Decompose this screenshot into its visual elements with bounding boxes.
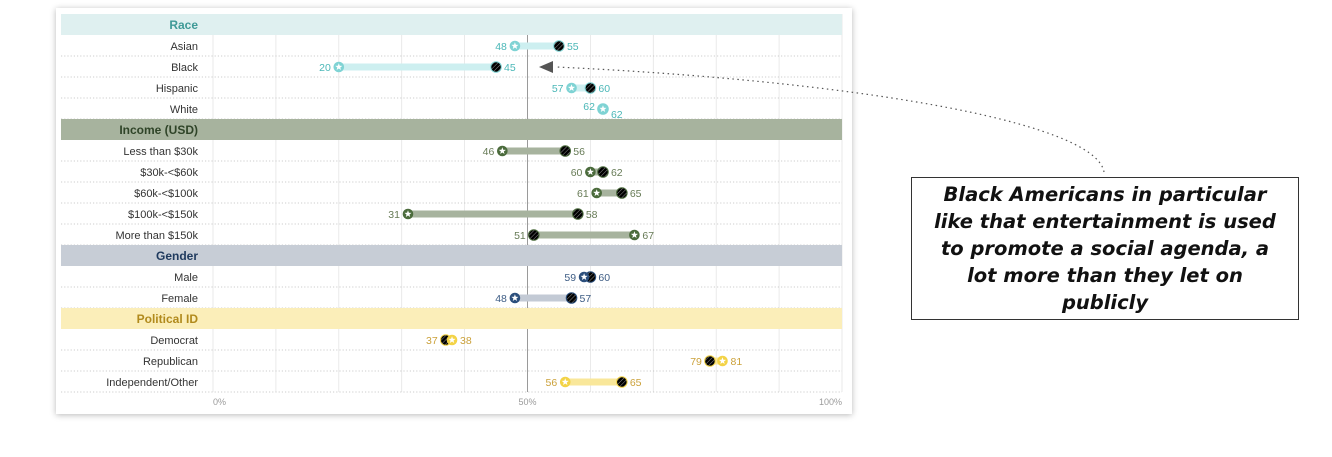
- group-header-band: [61, 245, 842, 266]
- row-label: Black: [171, 62, 198, 74]
- row-label: Hispanic: [156, 83, 199, 95]
- value-label-low: 31: [388, 209, 400, 221]
- x-tick-label: 100%: [819, 397, 842, 407]
- hatched-dot: [490, 61, 502, 73]
- star-glyph: [498, 147, 506, 154]
- star-glyph: [511, 294, 519, 301]
- value-label-high: 55: [567, 41, 579, 53]
- row-label: $100k-<$150k: [128, 209, 199, 221]
- star-glyph: [511, 42, 519, 49]
- value-label-low: 48: [495, 293, 507, 305]
- hatched-dot: [565, 292, 578, 304]
- row-label: Female: [161, 293, 198, 305]
- value-label-high: 60: [598, 272, 610, 284]
- callout-text: Black Americans in particular like that …: [934, 183, 1276, 314]
- star-glyph: [580, 273, 588, 280]
- value-label-low: 62: [583, 101, 595, 113]
- group-header-label: Political ID: [137, 312, 199, 326]
- group-header-label: Gender: [156, 249, 198, 263]
- value-label-high: 67: [642, 230, 654, 242]
- hatched-dot: [527, 229, 540, 241]
- group-header-label: Income (USD): [119, 123, 198, 137]
- group-header-label: Race: [169, 18, 198, 32]
- row-label: Male: [174, 272, 198, 284]
- value-label-high: 62: [611, 167, 623, 179]
- value-label-low: 59: [564, 272, 576, 284]
- row-label: $30k-<$60k: [140, 167, 198, 179]
- value-label-high: 60: [598, 83, 610, 95]
- value-label-low: 46: [483, 146, 495, 158]
- row-label: More than $150k: [115, 230, 198, 242]
- value-label-high: 58: [586, 209, 598, 221]
- value-label-low: 79: [690, 356, 702, 368]
- group-header-band: [61, 308, 842, 329]
- value-label-high: 56: [573, 146, 585, 158]
- value-label-low: 56: [546, 377, 558, 389]
- value-label-high: 57: [580, 293, 592, 305]
- callout-box: Black Americans in particular like that …: [911, 177, 1299, 320]
- star-glyph: [404, 210, 412, 217]
- value-label-low: 20: [319, 62, 331, 74]
- value-label-high: 65: [630, 188, 642, 200]
- star-glyph: [561, 378, 569, 385]
- row-label: Independent/Other: [106, 377, 198, 389]
- row-label: White: [170, 104, 198, 116]
- value-label-low: 60: [571, 167, 583, 179]
- hatched-dot: [553, 40, 565, 52]
- value-label-high: 81: [730, 356, 742, 368]
- x-tick-label: 50%: [518, 397, 536, 407]
- hatched-dot: [597, 166, 609, 178]
- hatched-dot: [572, 208, 584, 220]
- star-glyph: [335, 63, 343, 70]
- value-label-high: 45: [504, 62, 516, 74]
- hatched-dot: [559, 145, 572, 157]
- value-label-high: 38: [460, 335, 472, 347]
- value-label-low: 61: [577, 188, 589, 200]
- row-label: Republican: [143, 356, 198, 368]
- row-label: $60k-<$100k: [134, 188, 198, 200]
- x-tick-label: 0%: [213, 397, 226, 407]
- value-label-low: 48: [495, 41, 507, 53]
- hatched-dot: [704, 355, 716, 367]
- star-glyph: [718, 357, 727, 364]
- chart-card: Race Asian 48 55 Black 20 45 Hispanic 57 60 White 6…: [56, 8, 852, 414]
- row-label: Democrat: [150, 335, 198, 347]
- hatched-dot: [584, 82, 597, 94]
- value-label-low: 37: [426, 335, 438, 347]
- star-glyph: [593, 189, 601, 196]
- star-glyph: [448, 336, 456, 343]
- value-label-low: 57: [552, 83, 564, 95]
- dumbbell-chart: Race Asian 48 55 Black 20 45 Hispanic 57 60 White 6…: [61, 14, 843, 407]
- row-label: Asian: [170, 41, 198, 53]
- star-glyph: [630, 231, 638, 238]
- value-label-low: 51: [514, 230, 526, 242]
- value-label-high: 65: [630, 377, 642, 389]
- row-label: Less than $30k: [123, 146, 198, 158]
- hatched-dot: [616, 187, 628, 199]
- group-header-band: [61, 14, 842, 35]
- hatched-dot: [616, 376, 628, 388]
